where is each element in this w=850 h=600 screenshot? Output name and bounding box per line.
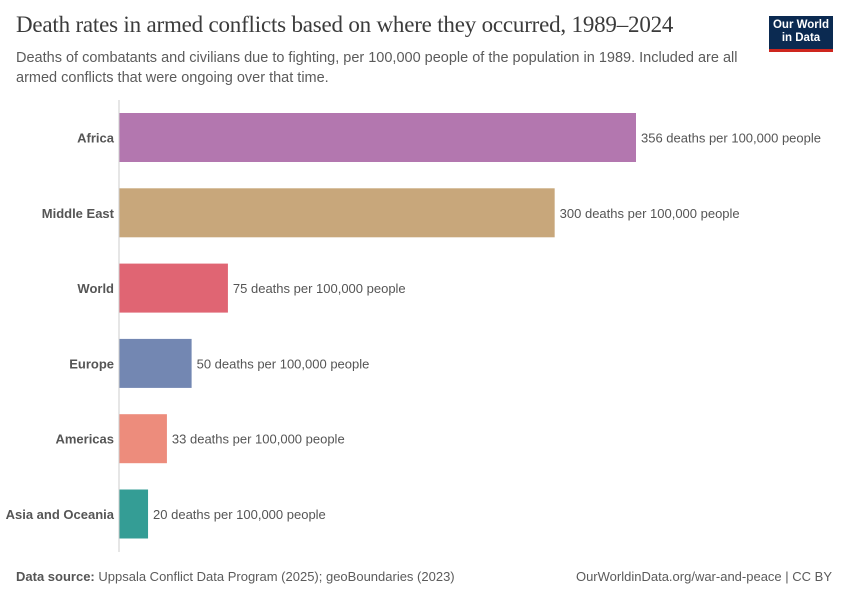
bar-asia-and-oceania[interactable] [119,489,149,539]
category-label: Americas [55,432,114,447]
category-label: Middle East [42,206,115,221]
chart-title: Death rates in armed conflicts based on … [16,12,674,37]
category-label: World [77,281,114,296]
chart-subtitle: Deaths of combatants and civilians due t… [16,50,738,86]
owid-logo[interactable]: Our World in Data [769,16,833,52]
credit-link[interactable]: OurWorldinData.org/war-and-peace | CC BY [575,569,832,584]
bar-world[interactable] [119,263,228,313]
value-label: 356 deaths per 100,000 people [641,131,821,146]
value-label: 20 deaths per 100,000 people [153,507,326,522]
category-label: Asia and Oceania [6,507,115,522]
value-label: 300 deaths per 100,000 people [560,206,740,221]
data-source: Data source: Uppsala Conflict Data Progr… [16,569,455,584]
source-link[interactable]: Uppsala Conflict Data Program (2025); ge… [98,569,455,584]
bar-africa[interactable] [119,113,636,162]
bar-middle-east[interactable] [119,188,555,238]
value-label: 33 deaths per 100,000 people [172,432,345,447]
bar-europe[interactable] [119,338,192,388]
category-label: Europe [69,356,114,371]
value-label: 75 deaths per 100,000 people [233,281,406,296]
value-label: 50 deaths per 100,000 people [197,356,370,371]
category-label: Africa [77,131,115,146]
bar-americas[interactable] [119,414,167,464]
